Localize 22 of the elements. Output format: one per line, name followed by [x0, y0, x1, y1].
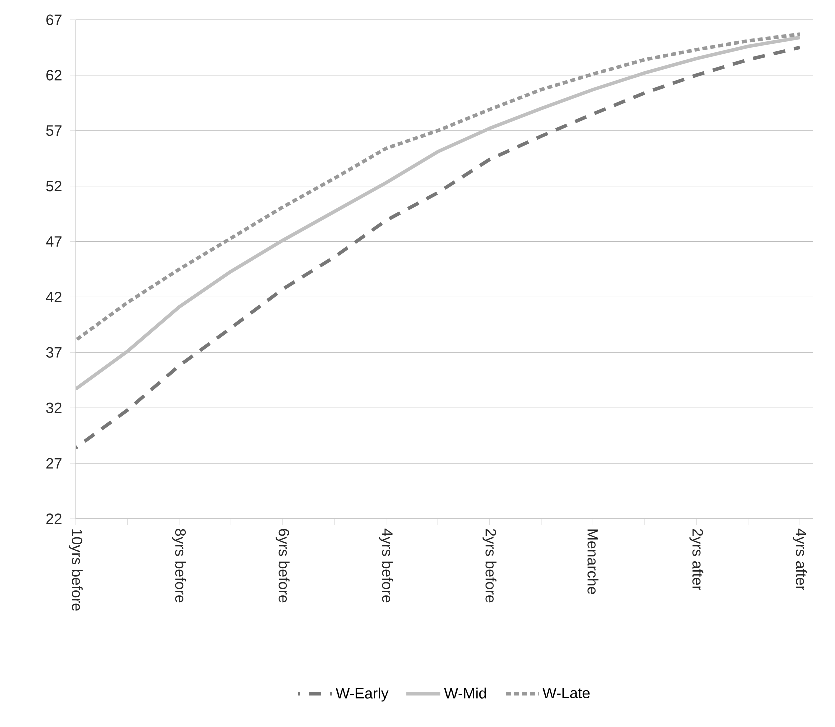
x-tick-label: 10yrs before — [69, 530, 83, 611]
line-series — [76, 46, 802, 450]
x-tick-label: 2yrs before — [482, 529, 497, 603]
x-tick-label: 8yrs before — [172, 529, 186, 603]
legend-label: W-Mid — [444, 688, 486, 699]
y-tick-label: 67 — [46, 14, 62, 26]
x-tick-label: Menarche — [588, 530, 599, 594]
x-tick-label: 2yrs after — [690, 529, 704, 591]
y-tick-label: 22 — [46, 514, 62, 524]
x-tick-label: 4yrs before — [379, 528, 394, 603]
y-tick-label: 27 — [46, 458, 62, 469]
x-tick-label: 4yrs after — [793, 528, 808, 591]
x-tick-label: 6yrs before — [276, 529, 290, 603]
y-tick-label: 42 — [46, 292, 62, 302]
y-tick-label: 62 — [46, 70, 62, 81]
y-tick-label: 47 — [46, 236, 62, 247]
legend-label: W-Early — [336, 688, 389, 702]
y-tick-label: 37 — [46, 347, 62, 358]
y-tick-label: 57 — [46, 126, 62, 136]
y-tick-label: 32 — [46, 402, 62, 414]
legend-label: W-Late — [542, 688, 590, 699]
y-tick-label: 52 — [46, 181, 62, 192]
